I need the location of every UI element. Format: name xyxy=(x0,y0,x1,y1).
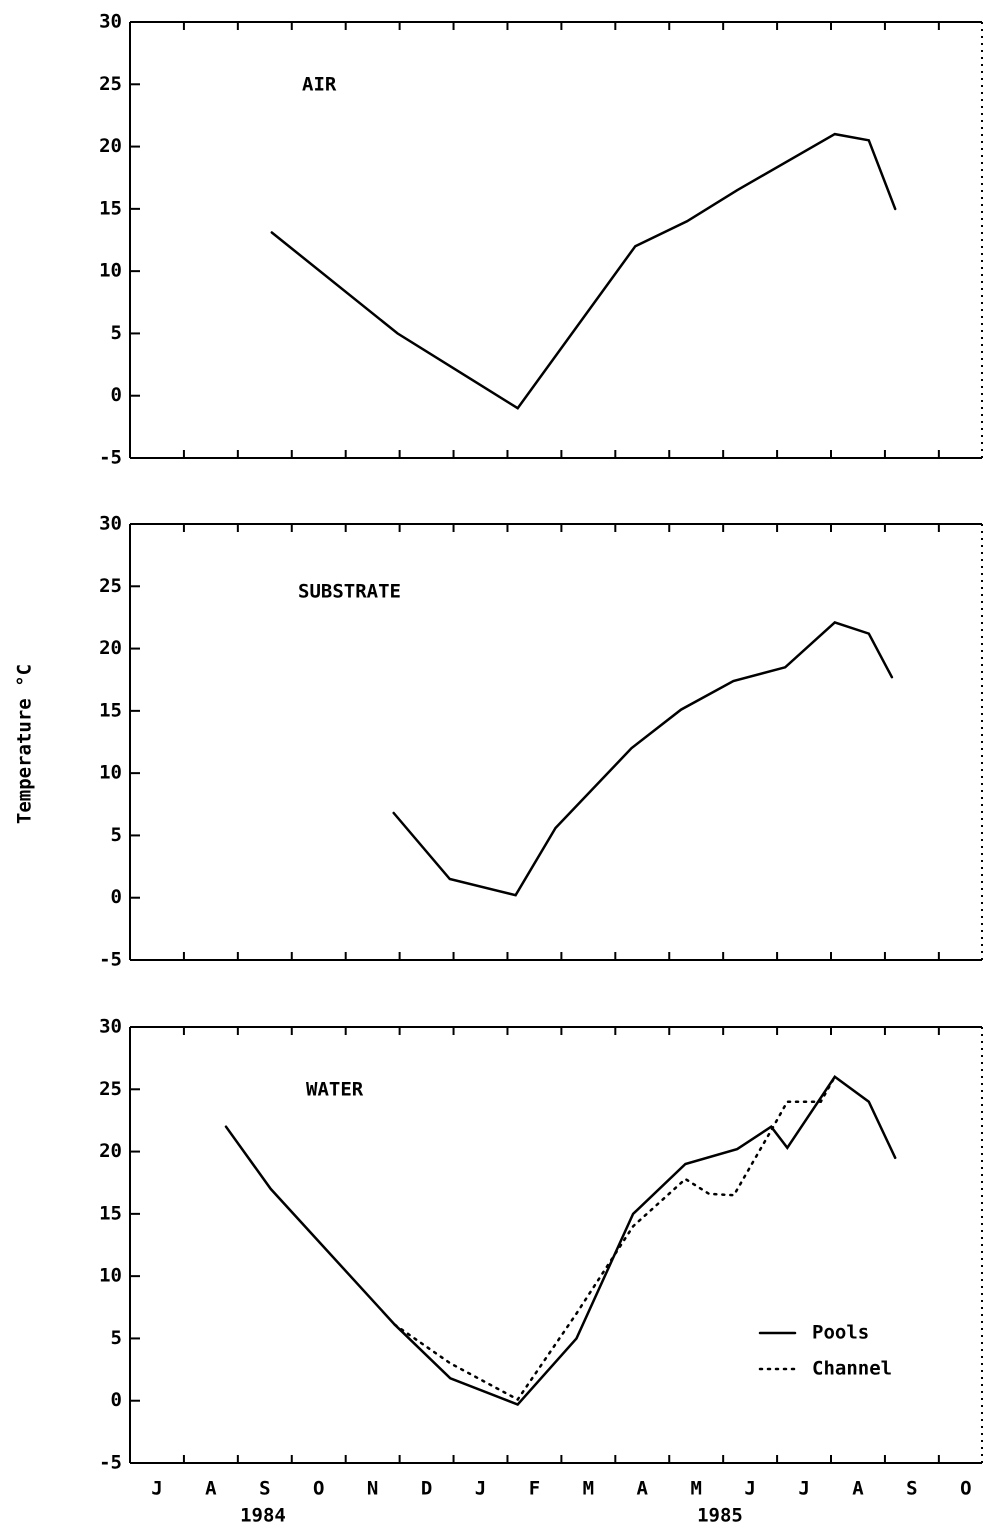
y-tick-label: 30 xyxy=(99,513,122,535)
x-tick-label: S xyxy=(906,1478,917,1500)
x-tick-label: O xyxy=(960,1478,971,1500)
x-tick-label: F xyxy=(529,1478,540,1500)
x-tick-label: M xyxy=(690,1478,701,1500)
y-tick-label: 5 xyxy=(111,824,122,846)
y-tick-label: 0 xyxy=(111,384,122,406)
y-tick-label: 10 xyxy=(99,260,122,282)
y-tick-label: -5 xyxy=(99,447,122,469)
y-tick-label: 15 xyxy=(99,197,122,219)
y-tick-label: 0 xyxy=(111,1389,122,1411)
x-tick-label: D xyxy=(421,1478,432,1500)
x-tick-label: J xyxy=(475,1478,486,1500)
x-tick-label: A xyxy=(637,1478,649,1500)
y-tick-label: 20 xyxy=(99,1140,122,1162)
y-tick-label: 25 xyxy=(99,575,122,597)
x-tick-label: J xyxy=(744,1478,755,1500)
series-line xyxy=(270,132,897,410)
x-tick-label: J xyxy=(151,1478,162,1500)
y-tick-label: 20 xyxy=(99,637,122,659)
y-tick-label: 25 xyxy=(99,73,122,95)
y-tick-label: 15 xyxy=(99,699,122,721)
panel-title: SUBSTRATE xyxy=(298,581,401,603)
y-tick-label: 10 xyxy=(99,1265,122,1287)
x-tick-label: O xyxy=(313,1478,324,1500)
x-tick-label: A xyxy=(205,1478,217,1500)
y-tick-label: 10 xyxy=(99,762,122,784)
panel-title: AIR xyxy=(302,74,337,96)
y-tick-label: 30 xyxy=(99,11,122,33)
y-tick-label: 30 xyxy=(99,1016,122,1038)
year-label: 1984 xyxy=(240,1505,286,1527)
x-tick-label: A xyxy=(852,1478,864,1500)
y-tick-label: 0 xyxy=(111,886,122,908)
x-tick-label: M xyxy=(583,1478,594,1500)
x-tick-label: N xyxy=(367,1478,378,1500)
x-tick-label: S xyxy=(259,1478,270,1500)
legend-label: Channel xyxy=(812,1358,892,1380)
y-tick-label: 15 xyxy=(99,1202,122,1224)
series-line xyxy=(224,1075,897,1406)
series-line xyxy=(393,1075,837,1402)
y-tick-label: 25 xyxy=(99,1078,122,1100)
series-line xyxy=(392,620,894,897)
panel-title: WATER xyxy=(306,1079,364,1101)
y-tick-label: 5 xyxy=(111,322,122,344)
x-tick-label: J xyxy=(798,1478,809,1500)
y-tick-label: -5 xyxy=(99,1452,122,1474)
year-label: 1985 xyxy=(697,1505,743,1527)
legend-label: Pools xyxy=(812,1322,869,1344)
y-tick-label: -5 xyxy=(99,949,122,971)
y-tick-label: 20 xyxy=(99,135,122,157)
y-tick-label: 5 xyxy=(111,1327,122,1349)
y-axis-label: Temperature °C xyxy=(14,664,36,824)
